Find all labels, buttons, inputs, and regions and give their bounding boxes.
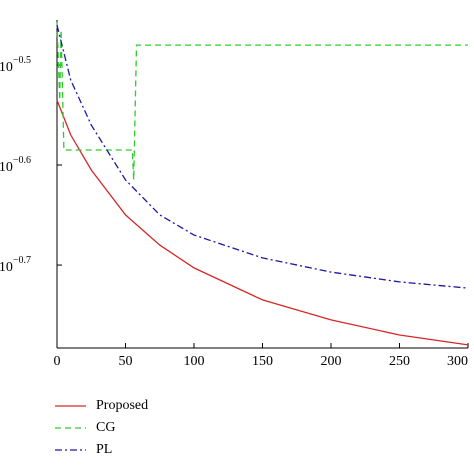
- x-tick-label: 250: [389, 354, 410, 369]
- x-tick-label: 100: [184, 354, 205, 369]
- legend-label: PL: [96, 442, 112, 457]
- x-tick-label: 50: [119, 354, 133, 369]
- series-line: [56, 22, 468, 180]
- y-tick-exponent: −0.7: [13, 255, 31, 266]
- y-tick-exponent: −0.6: [13, 155, 31, 166]
- series-line: [56, 24, 469, 289]
- x-tick-label: 150: [252, 354, 273, 369]
- y-tick-base: 10: [0, 260, 13, 275]
- y-tick-label: 10−0.7: [0, 255, 31, 275]
- x-tick-label: 0: [54, 354, 61, 369]
- x-tick-label: 200: [321, 354, 342, 369]
- legend-label: CG: [96, 420, 115, 435]
- legend-label: Proposed: [96, 398, 148, 413]
- y-tick-label: 10−0.5: [0, 55, 31, 75]
- y-tick-exponent: −0.5: [13, 55, 31, 66]
- y-tick-label: 10−0.6: [0, 155, 31, 175]
- y-tick-base: 10: [0, 60, 13, 75]
- x-tick-label: 300: [447, 354, 468, 369]
- series-line: [56, 99, 469, 346]
- y-tick-base: 10: [0, 160, 13, 175]
